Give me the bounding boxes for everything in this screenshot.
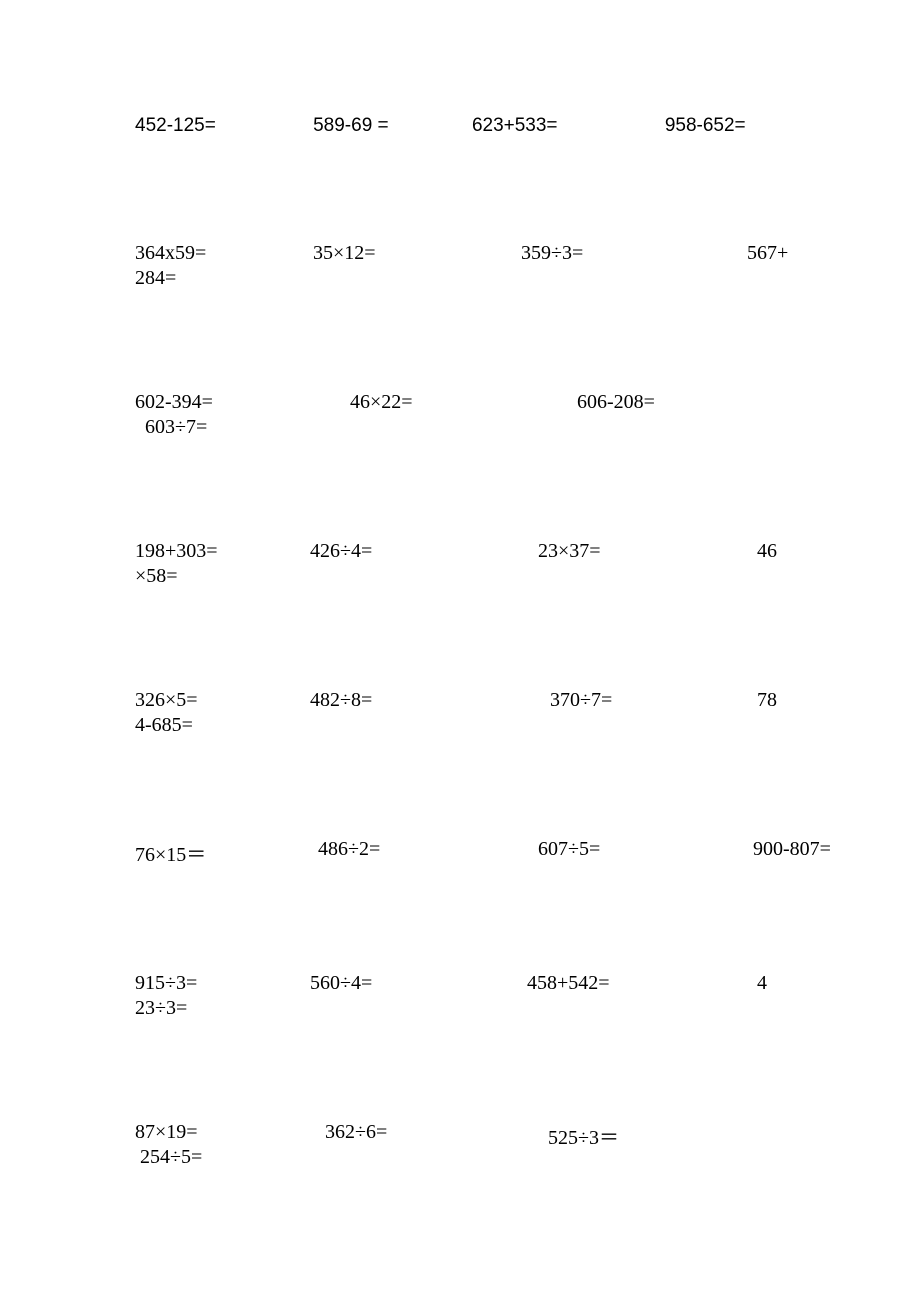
problem-cell: 915÷3= 23÷3= bbox=[135, 972, 197, 1020]
problem-row-6: 76×15＝ 486÷2= 607÷5= 900-807= bbox=[135, 838, 870, 860]
problem-wrap: 254÷5= bbox=[135, 1146, 202, 1169]
problem-cell: 900-807= bbox=[753, 838, 831, 861]
problem-cell: 482÷8= bbox=[310, 689, 372, 712]
problem-cell: 567+ bbox=[747, 242, 788, 265]
problem-row-3: 602-394= 603÷7= 46×22= 606-208= bbox=[135, 391, 870, 435]
problem-cell: 359÷3= bbox=[521, 242, 583, 265]
problem-cell: 198+303= ×58= bbox=[135, 540, 218, 588]
problem-cell: 76×15＝ bbox=[135, 838, 206, 867]
problem-row-4: 198+303= ×58= 426÷4= 23×37= 46 bbox=[135, 540, 870, 584]
problem-cell: 602-394= 603÷7= bbox=[135, 391, 213, 439]
problem-wrap: 603÷7= bbox=[135, 416, 213, 439]
problem-cell: 46×22= bbox=[350, 391, 413, 414]
problem-cell: 452-125= bbox=[135, 115, 216, 137]
problem-row-2: 364x59= 284= 35×12= 359÷3= 567+ bbox=[135, 242, 870, 286]
problem-row-7: 915÷3= 23÷3= 560÷4= 458+542= 4 bbox=[135, 972, 870, 1016]
problem-wrap: 4-685= bbox=[135, 714, 198, 737]
problem-cell: 78 bbox=[757, 689, 777, 712]
problem-cell: 458+542= bbox=[527, 972, 610, 995]
problem-cell: 958-652= bbox=[665, 115, 746, 137]
problem-row-5: 326×5= 4-685= 482÷8= 370÷7= 78 bbox=[135, 689, 870, 733]
problem-wrap: 23÷3= bbox=[135, 997, 197, 1020]
problem-cell: 370÷7= bbox=[550, 689, 612, 712]
problem-cell: 4 bbox=[757, 972, 767, 995]
problem-wrap: 284= bbox=[135, 267, 206, 290]
problem-cell: 486÷2= bbox=[318, 838, 380, 861]
problem-wrap: ×58= bbox=[135, 565, 218, 588]
problem-cell: 364x59= 284= bbox=[135, 242, 206, 290]
problem-cell: 607÷5= bbox=[538, 838, 600, 861]
problem-row-1: 452-125= 589-69 = 623+533= 958-652= bbox=[135, 115, 870, 137]
problem-cell: 362÷6= bbox=[325, 1121, 387, 1144]
problem-cell: 560÷4= bbox=[310, 972, 372, 995]
problem-cell: 525÷3＝ bbox=[548, 1121, 619, 1150]
problem-row-8: 87×19= 254÷5= 362÷6= 525÷3＝ bbox=[135, 1121, 870, 1165]
problem-cell: 46 bbox=[757, 540, 777, 563]
problem-cell: 35×12= bbox=[313, 242, 376, 265]
problem-cell: 589-69 = bbox=[313, 115, 389, 137]
problem-cell: 606-208= bbox=[577, 391, 655, 414]
problem-cell: 23×37= bbox=[538, 540, 601, 563]
problem-cell: 426÷4= bbox=[310, 540, 372, 563]
problem-cell: 326×5= 4-685= bbox=[135, 689, 198, 737]
problem-cell: 87×19= 254÷5= bbox=[135, 1121, 202, 1169]
problem-cell: 623+533= bbox=[472, 115, 558, 137]
